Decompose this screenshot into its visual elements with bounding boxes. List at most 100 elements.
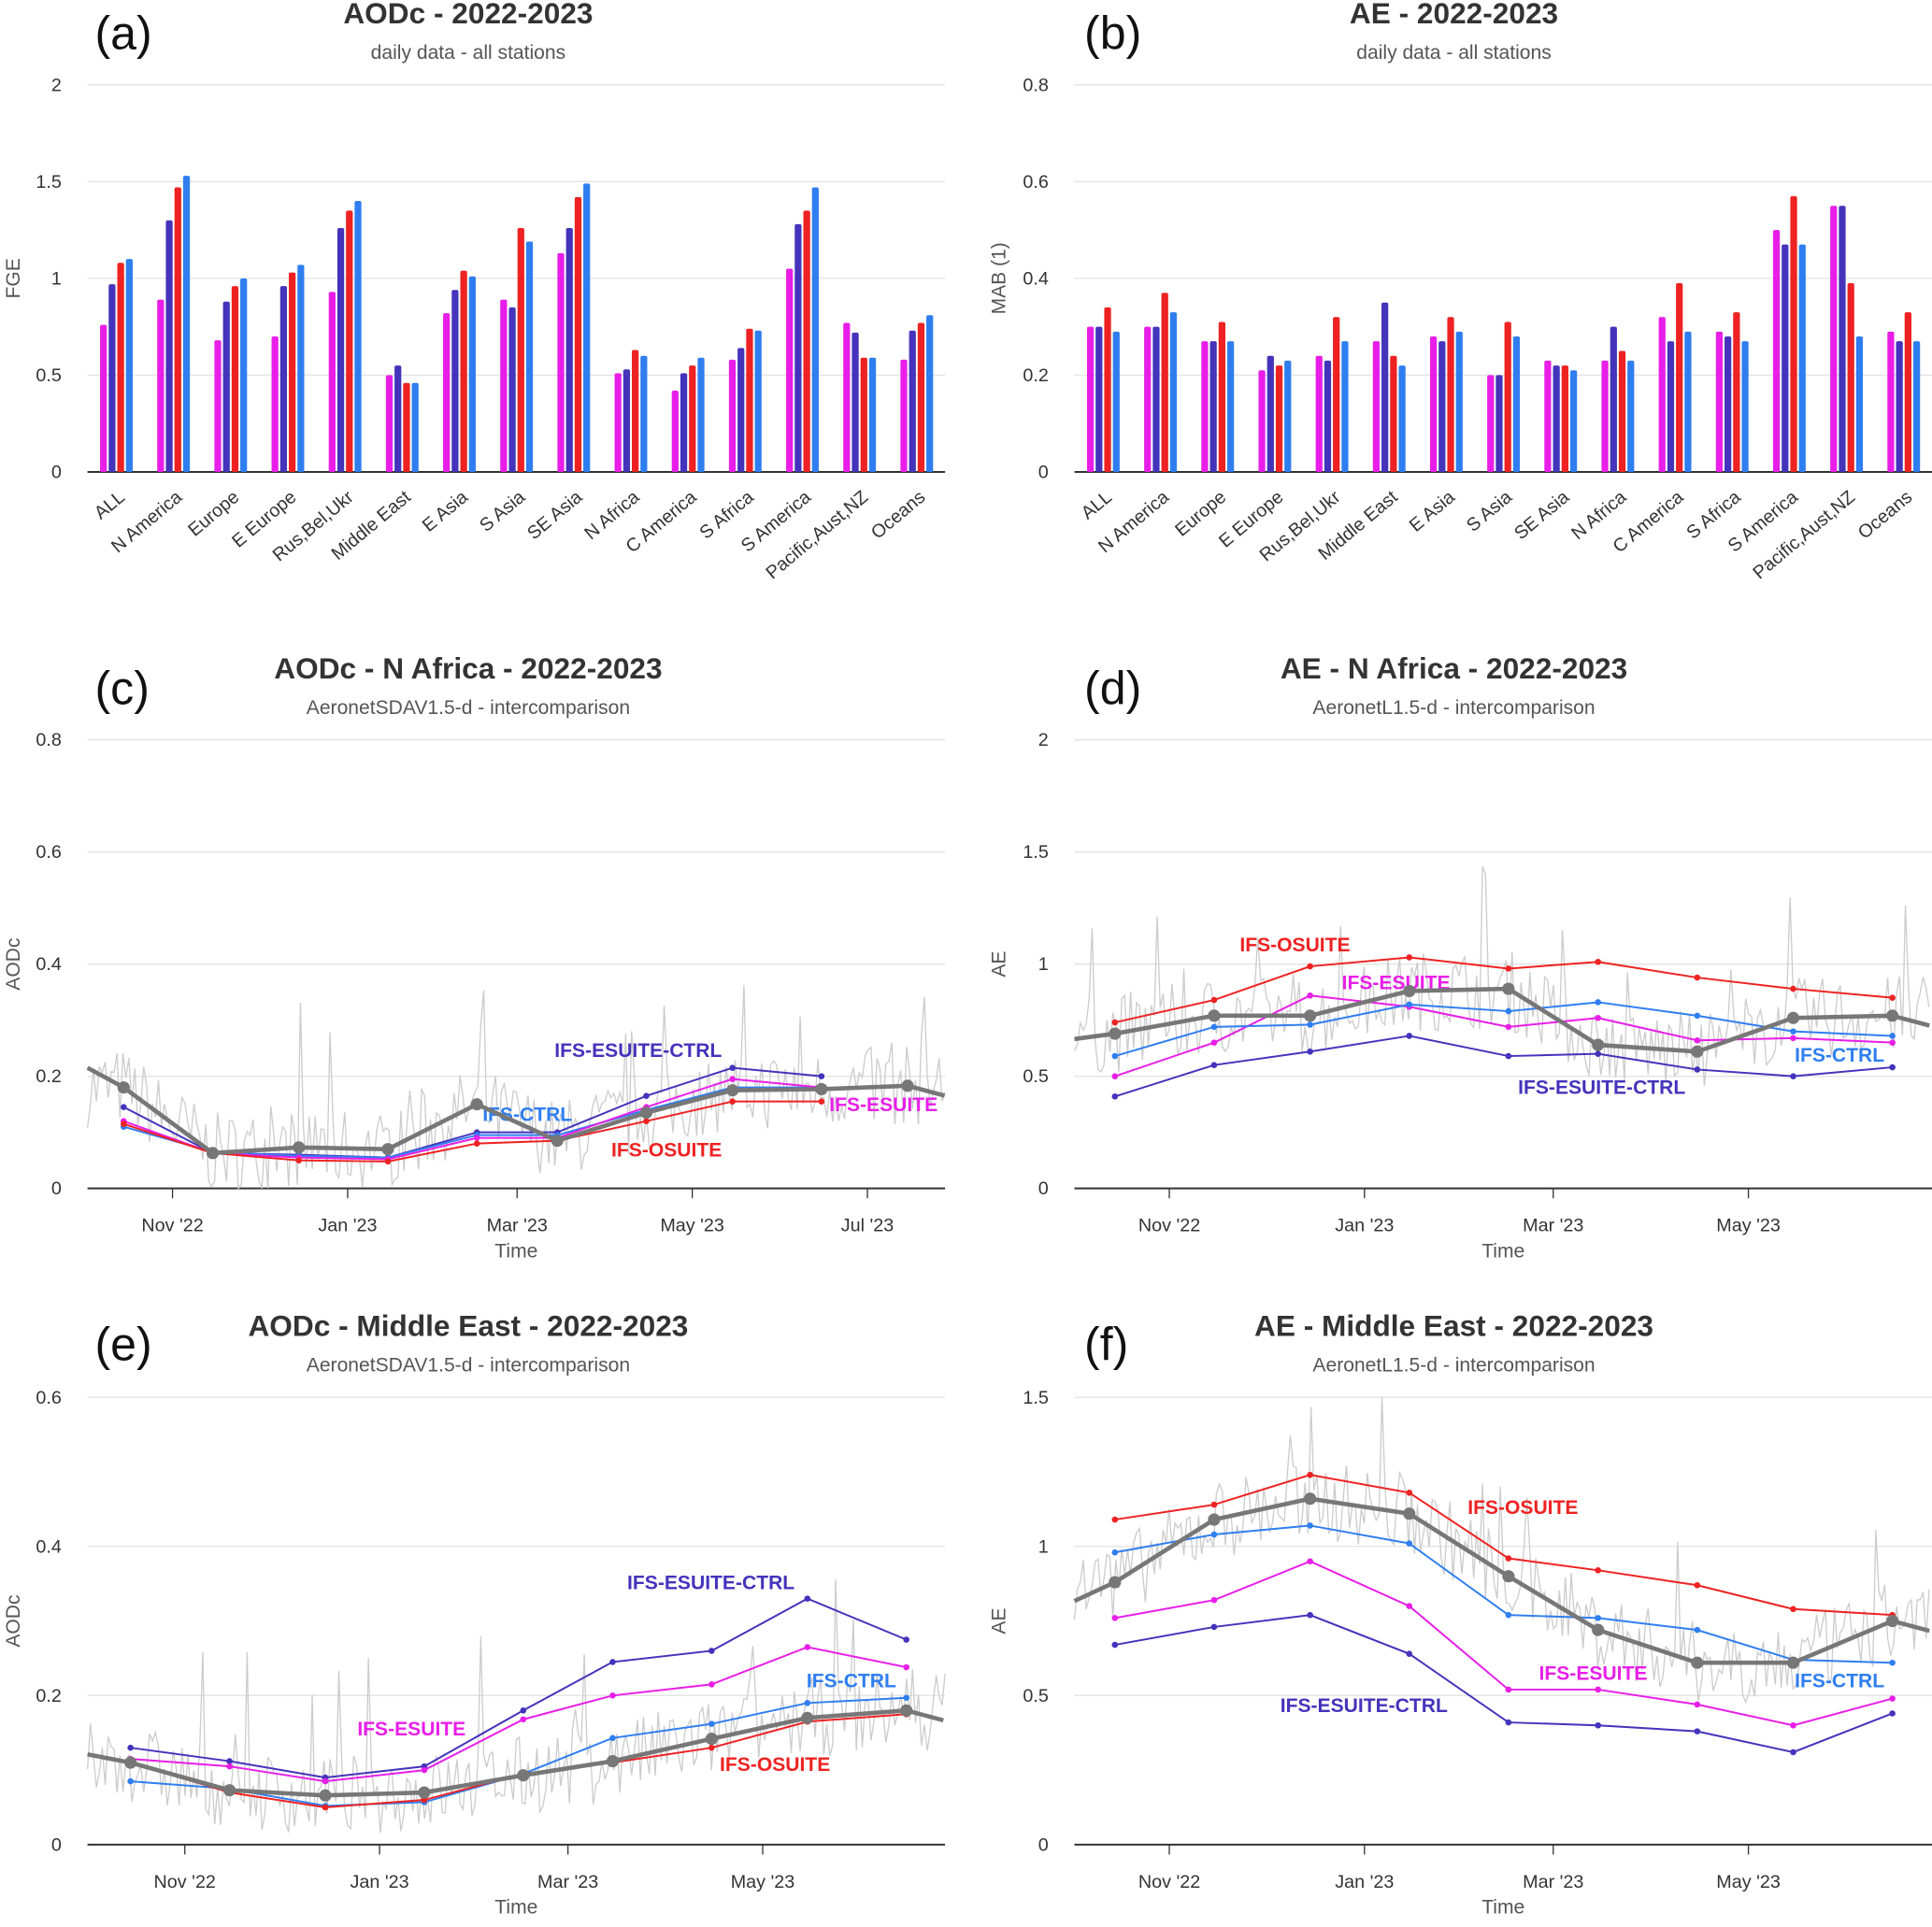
observed-point (1304, 1492, 1317, 1506)
x-tick-label: S Asia (1463, 487, 1516, 536)
chart-title: AODc - N Africa - 2022-2023 (274, 651, 662, 685)
series-point (1889, 1039, 1896, 1046)
observed-point (206, 1147, 220, 1160)
chart-title: AODc - Middle East - 2022-2023 (248, 1308, 688, 1342)
bar (1104, 307, 1111, 472)
y-tick-label: 0.5 (36, 365, 61, 386)
x-tick-label: Oceans (867, 487, 929, 544)
series-point (708, 1744, 715, 1751)
bar (214, 340, 222, 472)
bar (1086, 326, 1095, 472)
x-tick-label: Nov '22 (1138, 1216, 1200, 1236)
observed-point (117, 1081, 130, 1094)
bar (754, 330, 762, 472)
series-point (729, 1064, 736, 1071)
y-tick-label: 0.6 (36, 1388, 61, 1408)
series-label: IFS-ESUITE-CTRL (1281, 1695, 1448, 1717)
bar (1798, 244, 1806, 472)
chart-subtitle: AeronetL1.5-d - intercomparison (1312, 697, 1595, 719)
bar (354, 201, 362, 472)
series-point (1210, 1501, 1218, 1508)
panel-letter: (a) (95, 7, 152, 60)
bar (525, 241, 534, 472)
series-point (1210, 996, 1218, 1004)
series-point (1505, 1023, 1512, 1031)
chart-title: AE - N Africa - 2022-2023 (1281, 651, 1627, 685)
series-point (1505, 1611, 1512, 1619)
series-point (1889, 994, 1896, 1001)
x-axis-label: Time (494, 1240, 537, 1262)
series-point (1307, 1048, 1313, 1055)
bar (1398, 365, 1406, 472)
bar (451, 290, 459, 472)
series-point (1406, 1033, 1413, 1039)
bar (1201, 341, 1209, 472)
series-point (804, 1644, 811, 1650)
y-tick-label: 0.2 (36, 1686, 61, 1706)
panel-letter: (d) (1084, 663, 1141, 715)
y-axis-label: FGE (3, 258, 24, 298)
bar (1618, 350, 1626, 472)
series-point (708, 1648, 715, 1654)
bar (1553, 365, 1560, 472)
series-label: IFS-ESUITE (829, 1094, 937, 1116)
series-point (1307, 1522, 1313, 1529)
panel-letter: (b) (1084, 7, 1141, 60)
series-point (1210, 1039, 1218, 1046)
bar (500, 299, 508, 472)
bar (860, 357, 867, 472)
observed-point (1786, 1011, 1800, 1024)
bar (240, 278, 248, 472)
bar (1333, 317, 1340, 472)
series-point (804, 1595, 811, 1602)
bar (909, 330, 916, 472)
series-point (127, 1744, 134, 1751)
series-point (1406, 1490, 1413, 1496)
series-point (121, 1104, 127, 1110)
y-tick-label: 1.5 (1023, 1388, 1048, 1408)
bar (1209, 341, 1217, 472)
series-label: IFS-ESUITE (357, 1719, 465, 1740)
y-axis-label: MAB (1) (989, 242, 1010, 314)
bar (1258, 370, 1266, 472)
bar (1733, 312, 1740, 472)
bar (583, 183, 591, 472)
bar (1790, 195, 1797, 472)
x-tick-label: May '23 (1716, 1216, 1781, 1236)
chart-subtitle: AeronetSDAV1.5-d - intercomparison (307, 1355, 630, 1377)
series-point (121, 1121, 127, 1127)
bar (1627, 360, 1635, 472)
series-point (322, 1804, 329, 1811)
observed-point (606, 1754, 620, 1768)
series-point (1406, 1540, 1413, 1547)
bar (786, 268, 794, 472)
bar (852, 332, 859, 472)
chart-subtitle: daily data - all stations (371, 42, 566, 64)
series-point (729, 1098, 736, 1105)
bar (1741, 341, 1749, 472)
bar (1324, 360, 1332, 472)
series-point (384, 1158, 392, 1165)
series-point (1790, 1073, 1796, 1079)
panel-d: (d) AE - N Africa - 2022-2023 AeronetL1.5-… (989, 651, 1932, 1262)
series-point (520, 1716, 527, 1723)
x-tick-label: Nov '22 (154, 1872, 216, 1892)
series-point (1111, 1092, 1119, 1100)
daily-observation-line (86, 1578, 946, 1834)
bar (1152, 326, 1160, 472)
x-axis-label: Time (494, 1897, 537, 1919)
series-point (1307, 992, 1313, 999)
observed-point (1592, 1038, 1605, 1051)
bar (165, 220, 173, 472)
bar (565, 228, 573, 472)
bar (279, 286, 288, 472)
series-point (1406, 1001, 1413, 1008)
daily-observation-line (1073, 866, 1930, 1087)
series-point (1595, 1567, 1601, 1574)
series-point (1694, 1066, 1701, 1073)
series-point (708, 1720, 715, 1727)
y-tick-label: 0.4 (36, 1536, 61, 1557)
series-point (1307, 963, 1313, 970)
bar (1284, 360, 1292, 472)
observed-monthly-line (86, 1065, 946, 1156)
